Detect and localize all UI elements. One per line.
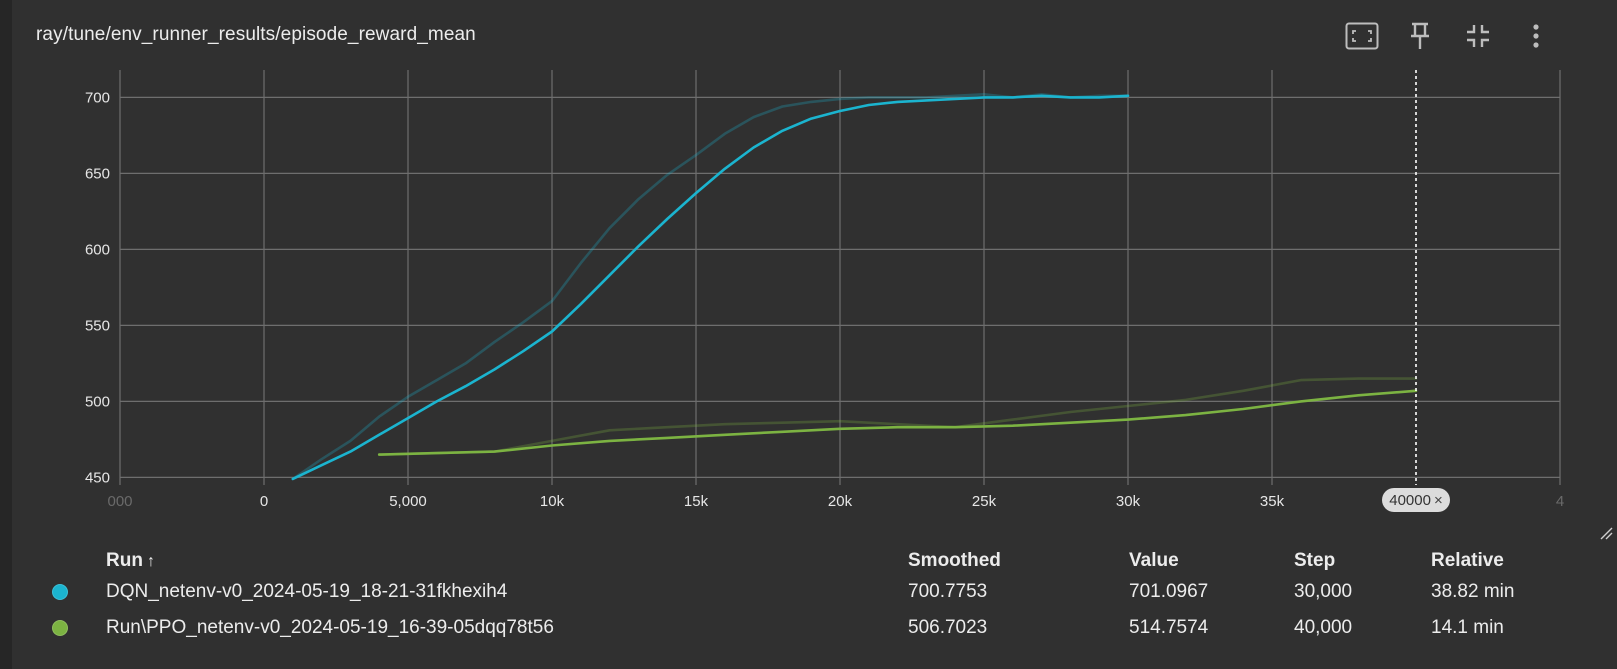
table-header-row: Run ↑ Smoothed Value Step Relative [48,548,1591,574]
chart-grid [119,70,1561,485]
x-tick-label: 000 [107,493,132,510]
x-tick-label: 0 [260,493,268,510]
raw-value: 701.0967 [1129,581,1209,602]
fullscreen-icon[interactable] [1344,18,1380,54]
y-tick-label: 500 [85,393,110,410]
step-hover-chip[interactable]: 40000 × [1382,488,1450,512]
run-color-dot [52,619,68,636]
x-tick-label: 35k [1260,493,1285,510]
y-tick-label: 550 [85,317,110,334]
relative-time: 38.82 min [1431,581,1515,602]
runs-table: Run ↑ Smoothed Value Step Relative DQN_ne… [48,548,1591,646]
y-tick-label: 600 [85,241,110,258]
y-tick-label: 650 [85,165,110,182]
raw-line-2 [377,377,1418,456]
resize-handle-icon[interactable] [1599,526,1613,540]
raw-value: 514.7574 [1129,617,1209,638]
run-column-header[interactable]: Run ↑ [106,548,908,574]
run-header-label: Run [106,550,143,571]
y-tick-label: 450 [85,469,110,486]
raw-line-0 [291,93,1130,481]
collapse-icon[interactable] [1460,18,1496,54]
x-tick-label: 30k [1116,493,1141,510]
step-value: 40,000 [1294,617,1353,638]
card-title: ray/tune/env_runner_results/episode_rewa… [36,24,476,45]
run-name: DQN_netenv-v0_2024-05-19_18-21-31fkhexih… [106,581,508,602]
line-chart[interactable]: 000 0 5,000 10k 15k 20k 25k 30k 35k 4 450 500 550 60… [12,0,1617,540]
smoothed-value: 506.7023 [908,617,988,638]
y-tick-label: 700 [85,89,110,106]
x-tick-label: 25k [972,493,997,510]
x-tick-label: 5,000 [389,493,427,510]
sort-arrow-icon[interactable]: ↑ [146,553,155,570]
smoothed-column-header[interactable]: Smoothed [908,550,1001,571]
x-tick-label: 4 [1556,493,1564,510]
more-vert-icon[interactable] [1518,18,1554,54]
smoothed-value: 700.7753 [908,581,988,602]
table-row[interactable]: DQN_netenv-v0_2024-05-19_18-21-31fkhexih… [48,574,1591,610]
step-value: 30,000 [1294,581,1353,602]
pin-icon[interactable] [1402,18,1438,54]
x-tick-label: 15k [684,493,709,510]
relative-time: 14.1 min [1431,617,1504,638]
x-tick-label: 10k [540,493,565,510]
y-axis-ticks: 450 500 550 600 650 700 [85,89,110,486]
x-tick-label: 20k [828,493,853,510]
x-axis-ticks: 000 0 5,000 10k 15k 20k 25k 30k 35k 4 [107,493,1564,510]
color-column-header [48,548,106,574]
run-color-cell [48,610,106,646]
chart-series [291,93,1418,481]
chart-canvas[interactable]: 000 0 5,000 10k 15k 20k 25k 30k 35k 4 45050055060… [12,0,1617,540]
step-column-header[interactable]: Step [1294,550,1336,571]
relative-column-header[interactable]: Relative [1431,550,1504,571]
smoothed-line-3 [377,389,1418,456]
value-column-header[interactable]: Value [1129,550,1179,571]
run-name: Run\PPO_netenv-v0_2024-05-19_16-39-05dqq… [106,617,554,638]
run-color-cell [48,574,106,610]
smoothed-line-1 [291,94,1130,481]
run-color-dot [52,583,68,600]
table-row[interactable]: Run\PPO_netenv-v0_2024-05-19_16-39-05dqq… [48,610,1591,646]
close-icon[interactable]: × [1433,491,1443,509]
step-hover-value: 40000 [1389,491,1431,509]
